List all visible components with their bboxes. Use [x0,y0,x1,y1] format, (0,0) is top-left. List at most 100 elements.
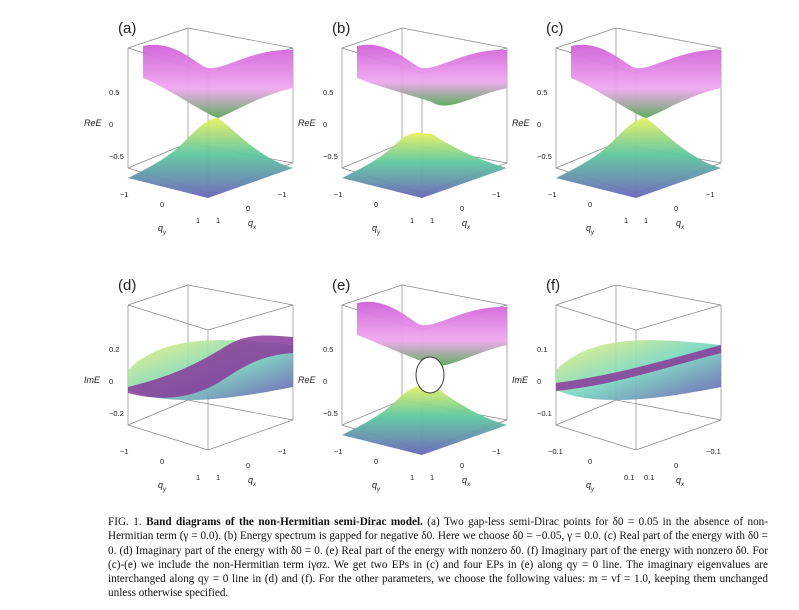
y-axis-label: qy [158,223,167,236]
x-tick-label: 1 [216,473,221,482]
y-tick-label: −1 [334,190,343,199]
upper-band-surface [357,301,507,366]
x-axis-label: qx [676,218,685,231]
y-tick-label: 0 [588,457,593,466]
panel-label: (c) [546,20,564,37]
x-tick-label: 0 [460,461,465,470]
lower-band-surface [342,385,507,455]
x-axis-label: qx [248,475,257,488]
z-tick-label: 0 [323,120,328,129]
z-axis-label: ReE [298,375,316,385]
y-tick-label: 0 [374,457,379,466]
y-tick-label: −1 [548,190,557,199]
x-tick-label: 1 [644,216,649,225]
z-tick-label: 0.1 [537,345,548,354]
y-tick-label: 1 [196,216,201,225]
caption-fig-number: FIG. 1. [108,516,142,528]
x-tick-label: 0 [460,204,465,213]
z-tick-label: −0.1 [537,409,552,418]
y-tick-label: 1 [410,216,415,225]
y-tick-label: −1 [120,447,129,456]
caption-title: Band diagrams of the non-Hermitian semi-… [146,516,423,528]
upper-band-surface [571,44,721,118]
y-tick-label: −1 [120,190,129,199]
z-tick-label: 0.5 [537,88,548,97]
x-tick-label: 0 [674,461,679,470]
surface-plot-c [555,27,722,198]
x-tick-label: 0 [674,204,679,213]
panel-c: (c) ReE 0.5 0 −0.5 −1 0 1 1 0 −1 qy qx [512,18,736,236]
x-axis-label: qx [462,475,471,488]
surface-plot-b [341,27,508,198]
y-tick-label: −0.1 [548,447,563,456]
z-tick-label: 0 [109,377,114,386]
z-tick-label: −0.5 [323,409,338,418]
x-tick-label: 1 [430,216,435,225]
z-axis-label: ReE [84,118,102,128]
z-tick-label: 0 [537,120,542,129]
z-axis-label: ReE [512,118,530,128]
imag-surface-sheet [556,345,721,391]
y-tick-label: 0 [374,200,379,209]
x-axis-label: qx [462,218,471,231]
upper-band-surface [357,44,507,106]
z-axis-label: ImE [84,375,101,385]
x-tick-label: −0.1 [706,447,721,456]
y-axis-label: qy [586,480,595,493]
y-tick-label: 1 [410,473,415,482]
panel-label: (b) [332,20,351,37]
panel-label: (e) [332,277,351,294]
panel-d: (d) ImE 0.2 0 −0.2 −1 0 1 1 0 −1 qy qx [84,275,308,493]
x-tick-label: −1 [706,190,715,199]
y-axis-label: qy [372,223,381,236]
x-tick-label: 0.1 [644,473,655,482]
surface-plot-e [341,284,508,455]
exceptional-ring [415,356,445,394]
panel-label: (d) [118,277,137,294]
panel-b: (b) ReE 0.5 0 −0.5 −1 0 1 1 0 −1 qy qx [298,18,522,236]
z-tick-label: −0.5 [537,152,552,161]
surface-plot-f [555,284,722,451]
y-tick-label: 0 [588,200,593,209]
z-tick-label: −0.2 [109,409,124,418]
upper-band-surface [143,44,293,118]
x-axis-label: qx [248,218,257,231]
figure-caption: FIG. 1. Band diagrams of the non-Hermiti… [108,515,768,601]
x-tick-label: 0 [246,461,251,470]
z-tick-label: 0.5 [323,345,334,354]
z-tick-label: 0.2 [109,345,120,354]
caption-body: (a) Two gap-less semi-Dirac points for δ… [108,516,769,600]
z-tick-label: −0.5 [109,152,124,161]
y-tick-label: 1 [624,216,629,225]
y-axis-label: qy [372,480,381,493]
x-tick-label: −1 [278,190,287,199]
y-tick-label: 0 [160,200,165,209]
z-tick-label: 0 [323,377,328,386]
z-tick-label: 0.5 [323,88,334,97]
z-tick-label: 0 [537,377,542,386]
imag-surface-sheet [128,335,293,398]
panel-a: (a) ReE 0.5 0 −0.5 −1 0 1 1 0 −1 qy qx [84,18,308,236]
y-tick-label: 0 [160,457,165,466]
x-tick-label: −1 [492,447,501,456]
x-axis-label: qx [676,475,685,488]
surface-plot-a [127,27,294,198]
z-axis-label: ReE [298,118,316,128]
lower-band-surface [556,118,721,198]
y-tick-label: 0.1 [624,473,635,482]
lower-band-surface [342,132,507,198]
x-tick-label: 1 [430,473,435,482]
x-tick-label: −1 [492,190,501,199]
surface-plot-d [127,284,294,451]
lower-band-surface [128,118,293,198]
z-tick-label: 0.5 [109,88,120,97]
panel-e: (e) ReE 0.5 0 −0.5 −1 0 1 1 0 −1 qy qx [298,275,522,493]
z-tick-label: 0 [109,120,114,129]
panel-label: (f) [546,277,561,294]
y-axis-label: qy [586,223,595,236]
y-axis-label: qy [158,480,167,493]
panel-f: (f) ImE 0.1 0 −0.1 −0.1 0 0.1 0.1 0 −0.1 qy qx [512,275,736,493]
x-tick-label: 0 [246,204,251,213]
y-tick-label: 1 [196,473,201,482]
z-tick-label: −0.5 [323,152,338,161]
